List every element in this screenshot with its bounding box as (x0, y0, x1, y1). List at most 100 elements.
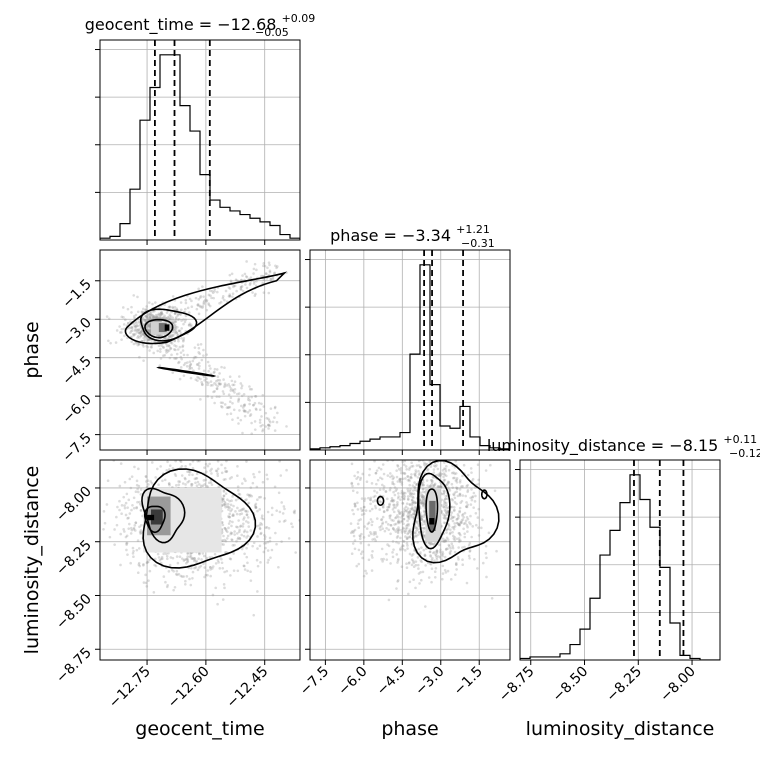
scatter-point-geocent-time-vs-luminosity-distance-1289 (249, 493, 252, 497)
scatter-point-geocent-time-vs-phase-881 (136, 295, 139, 299)
scatter-point-geocent-time-vs-luminosity-distance-928 (131, 552, 135, 555)
scatter-point-phase-vs-luminosity-distance-512 (457, 523, 460, 526)
scatter-point-geocent-time-vs-luminosity-distance-1281 (244, 479, 247, 483)
scatter-point-phase-vs-luminosity-distance-856 (413, 488, 417, 492)
scatter-point-geocent-time-vs-phase-189 (232, 383, 236, 387)
scatter-point-geocent-time-vs-luminosity-distance-1037 (139, 532, 142, 535)
scatter-point-geocent-time-vs-luminosity-distance-833 (194, 477, 198, 480)
scatter-point-geocent-time-vs-phase-687 (248, 399, 252, 402)
scatter-point-geocent-time-vs-luminosity-distance-1246 (229, 574, 232, 577)
scatter-point-geocent-time-vs-luminosity-distance-605 (211, 565, 215, 568)
scatter-point-phase-vs-luminosity-distance-666 (466, 530, 469, 533)
scatter-point-geocent-time-vs-phase-94 (218, 383, 222, 386)
scatter-point-phase-vs-luminosity-distance-1276 (420, 518, 424, 521)
scatter-point-phase-vs-luminosity-distance-651 (428, 460, 432, 463)
scatter-point-geocent-time-vs-luminosity-distance-1108 (125, 534, 129, 538)
scatter-point-geocent-time-vs-luminosity-distance-847 (133, 524, 137, 527)
scatter-point-geocent-time-vs-luminosity-distance-683 (256, 564, 260, 568)
scatter-point-geocent-time-vs-luminosity-distance-123 (105, 503, 109, 506)
scatter-point-geocent-time-vs-phase-606 (152, 314, 156, 318)
scatter-point-geocent-time-vs-phase-653 (140, 329, 144, 333)
scatter-point-geocent-time-vs-phase-424 (229, 279, 233, 283)
scatter-point-geocent-time-vs-luminosity-distance-816 (191, 557, 195, 561)
scatter-point-phase-vs-luminosity-distance-1165 (442, 492, 445, 496)
scatter-point-phase-vs-luminosity-distance-691 (408, 466, 412, 470)
scatter-point-geocent-time-vs-luminosity-distance-379 (263, 497, 266, 500)
scatter-point-geocent-time-vs-luminosity-distance-106 (106, 479, 110, 483)
scatter-point-phase-vs-luminosity-distance-424 (406, 536, 409, 539)
scatter-point-geocent-time-vs-luminosity-distance-1295 (216, 460, 220, 463)
scatter-point-phase-vs-luminosity-distance-1110 (393, 493, 397, 497)
scatter-point-geocent-time-vs-phase-372 (174, 325, 177, 329)
scatter-point-phase-vs-luminosity-distance-531 (442, 513, 445, 516)
scatter-point-phase-vs-luminosity-distance-558 (382, 488, 385, 491)
scatter-point-geocent-time-vs-phase-517 (141, 333, 145, 336)
contour-phase-vs-luminosity-distance-3 (376, 495, 385, 506)
scatter-point-geocent-time-vs-phase-21 (135, 322, 138, 325)
scatter-point-geocent-time-vs-phase-911 (232, 284, 236, 287)
frame-hist-geocent-time (99, 39, 301, 241)
scatter-point-geocent-time-vs-luminosity-distance-461 (241, 525, 245, 528)
scatter-point-phase-vs-luminosity-distance-92 (452, 509, 456, 513)
scatter-point-geocent-time-vs-luminosity-distance-1158 (262, 550, 266, 554)
scatter-point-phase-vs-luminosity-distance-1095 (445, 536, 449, 540)
scatter-point-phase-vs-luminosity-distance-128 (363, 497, 367, 500)
scatter-point-geocent-time-vs-luminosity-distance-956 (159, 557, 163, 561)
scatter-point-geocent-time-vs-phase-883 (143, 338, 147, 342)
scatter-point-phase-vs-luminosity-distance-333 (395, 488, 399, 491)
scatter-point-geocent-time-vs-phase-596 (141, 332, 145, 336)
scatter-point-geocent-time-vs-phase-66 (176, 333, 180, 337)
scatter-point-geocent-time-vs-luminosity-distance-211 (135, 479, 139, 483)
scatter-point-geocent-time-vs-luminosity-distance-135 (198, 452, 201, 455)
scatter-point-geocent-time-vs-luminosity-distance-1245 (166, 583, 169, 587)
scatter-point-phase-vs-luminosity-distance-727 (407, 512, 410, 515)
scatter-point-phase-vs-luminosity-distance-721 (406, 489, 410, 493)
scatter-point-geocent-time-vs-phase-710 (213, 289, 216, 293)
scatter-point-phase-vs-luminosity-distance-521 (406, 537, 409, 540)
scatter-point-geocent-time-vs-phase-487 (188, 364, 192, 368)
scatter-point-geocent-time-vs-phase-1030 (136, 310, 140, 314)
scatter-point-geocent-time-vs-luminosity-distance-1248 (258, 470, 261, 474)
scatter-point-geocent-time-vs-luminosity-distance-79 (244, 510, 248, 513)
ytick-label-geocent-time-vs-luminosity-distance-2: −8.25 (53, 537, 95, 579)
scatter-point-phase-vs-luminosity-distance-537 (458, 540, 461, 544)
scatter-point-geocent-time-vs-phase-1034 (139, 334, 143, 338)
scatter-point-geocent-time-vs-phase-502 (259, 424, 263, 428)
scatter-point-phase-vs-luminosity-distance-409 (366, 522, 370, 526)
scatter-point-geocent-time-vs-luminosity-distance-805 (191, 557, 194, 560)
scatter-point-phase-vs-luminosity-distance-1138 (396, 579, 400, 582)
ylabel-phase: phase (21, 321, 43, 378)
scatter-point-geocent-time-vs-phase-891 (199, 377, 202, 381)
scatter-point-geocent-time-vs-luminosity-distance-164 (249, 529, 252, 532)
scatter-point-phase-vs-luminosity-distance-379 (395, 553, 399, 556)
scatter-point-geocent-time-vs-luminosity-distance-1161 (113, 528, 116, 531)
scatter-point-phase-vs-luminosity-distance-597 (419, 491, 422, 494)
scatter-point-phase-vs-luminosity-distance-502 (423, 554, 427, 557)
scatter-point-geocent-time-vs-phase-177 (147, 338, 151, 342)
scatter-point-geocent-time-vs-phase-263 (223, 366, 226, 370)
contour-geocent-time-vs-luminosity-distance-2 (142, 468, 257, 569)
scatter-point-phase-vs-luminosity-distance-677 (369, 498, 372, 501)
scatter-point-geocent-time-vs-phase-57 (171, 330, 175, 334)
scatter-point-geocent-time-vs-luminosity-distance-760 (179, 574, 183, 578)
scatter-point-geocent-time-vs-phase-555 (201, 285, 204, 288)
scatter-point-phase-vs-luminosity-distance-332 (414, 560, 418, 563)
scatter-point-geocent-time-vs-phase-640 (155, 315, 159, 319)
scatter-point-phase-vs-luminosity-distance-154 (455, 563, 458, 567)
scatter-point-phase-vs-luminosity-distance-1107 (396, 480, 400, 483)
scatter-point-geocent-time-vs-phase-234 (225, 406, 229, 409)
scatter-point-geocent-time-vs-luminosity-distance-1218 (243, 477, 246, 481)
scatter-point-phase-vs-luminosity-distance-944 (445, 513, 449, 517)
scatter-point-geocent-time-vs-phase-534 (148, 329, 152, 332)
scatter-point-geocent-time-vs-luminosity-distance-758 (191, 473, 194, 477)
scatter-point-geocent-time-vs-phase-56 (148, 327, 152, 330)
scatter-point-geocent-time-vs-luminosity-distance-296 (280, 540, 283, 543)
scatter-point-geocent-time-vs-luminosity-distance-283 (245, 513, 249, 516)
scatter-point-geocent-time-vs-luminosity-distance-355 (235, 540, 238, 543)
scatter-point-geocent-time-vs-phase-1008 (179, 313, 182, 316)
scatter-point-geocent-time-vs-luminosity-distance-1110 (189, 552, 192, 556)
xtick-label-hist-luminosity-distance-0: −8.75 (496, 664, 538, 706)
scatter-point-phase-vs-luminosity-distance-565 (493, 489, 497, 493)
scatter-point-geocent-time-vs-luminosity-distance-1153 (130, 456, 133, 459)
scatter-point-geocent-time-vs-luminosity-distance-705 (228, 477, 232, 480)
